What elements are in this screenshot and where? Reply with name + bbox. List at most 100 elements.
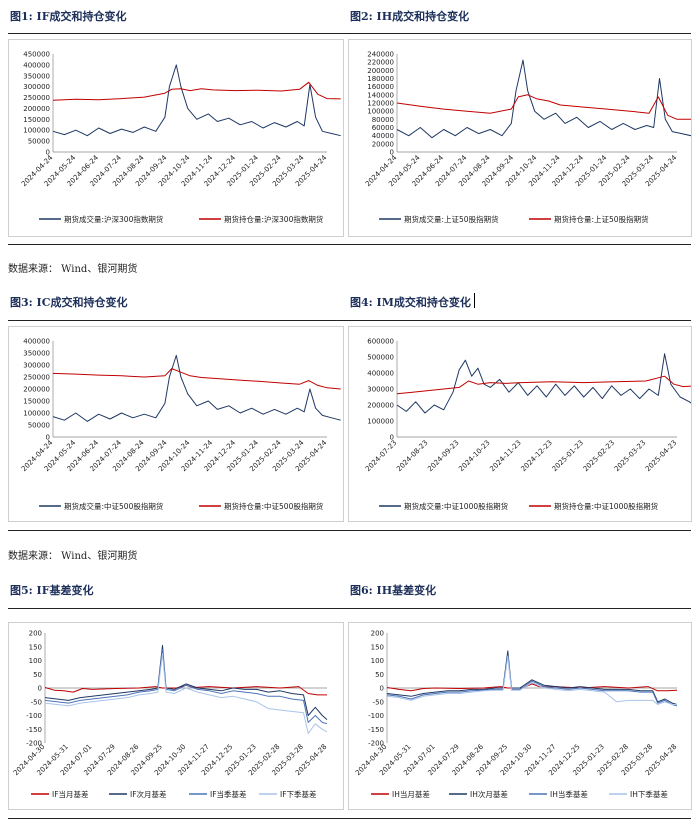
chart-svg-6: -200-150-100-500501001502002024-04-30202… [354,630,678,800]
y-tick-label: 150000 [23,116,50,124]
y-tick-label: 100000 [23,127,50,135]
legend-entry: 期货持仓量:上证50股指期货 [554,214,649,224]
series-line [396,353,691,414]
y-tick-label: 0 [390,434,394,442]
chart-title-6: 图6: IH基差变化 [350,584,437,597]
y-tick-label: 100000 [23,410,50,418]
y-tick-label: 500000 [367,354,394,362]
y-tick-label: 400000 [23,61,50,69]
y-tick-label: -50 [31,698,42,706]
y-tick-label: 350000 [23,72,50,80]
legend-entry: IF下季基差 [280,789,317,799]
x-tick-label: 2025-01-23 [551,439,585,473]
y-tick-label: 180000 [367,75,394,83]
y-tick-label: 0 [380,685,384,693]
series-line [44,644,328,720]
y-tick-label: 50000 [28,138,50,146]
chart-svg-1: 0 50000 100000 150000 200000 250000 300000 3500… [20,51,341,224]
x-tick-label: 2025-03-23 [613,439,647,473]
y-tick-label: 200000 [23,386,50,394]
series-line [44,653,328,734]
y-tick-label: 350000 [23,350,50,358]
y-tick-label: 300000 [23,83,50,91]
y-tick-label: -50 [373,698,384,706]
legend-entry: 期货持仓量:沪深300指数期货 [224,214,324,224]
y-tick-label: 20000 [372,140,394,148]
legend-entry: IH当月基差 [392,789,430,799]
legend-entry: 期货持仓量:中证1000股指期货 [554,501,659,511]
y-tick-label: 120000 [367,100,394,108]
chart-panel-6: -200 -150 -100 -50 0 50 100 150 200 2024-04-30 202… [348,622,692,810]
title-rule-1 [8,33,691,34]
x-tick-label: 2024-08-23 [395,439,429,473]
y-tick-label: 150 [371,643,384,651]
series-line [52,81,341,101]
legend-entry: 期货持仓量:中证500股指期货 [224,501,324,511]
y-tick-label: 200 [371,630,384,638]
x-tick-label: 2024-09-23 [426,439,460,473]
y-tick-label: 250000 [23,374,50,382]
series-line [386,655,677,705]
y-tick-label: 200000 [23,105,50,113]
series-line [396,94,691,120]
y-tick-label: 200000 [367,67,394,75]
y-tick-label: -100 [26,712,42,720]
bottom-rule-1 [8,244,691,245]
legend-entry: 期货成交量:中证1000股指期货 [404,501,509,511]
y-tick-label: 220000 [367,59,394,67]
series-line [52,64,341,137]
x-tick-label: 2024-12-23 [520,439,554,473]
y-tick-label: 600000 [367,338,394,346]
y-tick-label: -200 [26,740,42,748]
bottom-rule-2 [8,530,691,531]
y-tick-label: 50 [33,671,42,679]
legend-entry: 期货成交量:上证50股指期货 [404,214,499,224]
legend-entry: IH当季基差 [550,789,588,799]
chart-title-5: 图5: IF基差变化 [10,584,94,597]
series-line [386,654,678,707]
chart-svg-5: -200-150-100-500501001502002024-04-30202… [12,630,328,800]
chart-panel-3: 0 50000 100000 150000 200000 250000 300000 3500… [8,326,344,522]
y-tick-label: 200000 [367,402,394,410]
chart-title-2: 图2: IH成交和持仓变化 [350,10,470,23]
legend-entry: IH下季基差 [630,789,668,799]
x-tick-label: 2025-02-23 [582,439,616,473]
y-tick-label: -200 [368,740,384,748]
x-tick-label: 2024-07-23 [364,439,398,473]
y-tick-label: 300000 [367,386,394,394]
source-text-1: 数据来源： Wind、银河期货 [8,264,138,275]
y-tick-label: 400000 [23,338,50,346]
series-line [386,650,678,705]
chart-title-3: 图3: IC成交和持仓变化 [10,296,128,309]
y-tick-label: 100 [29,657,42,665]
legend-entry: 期货成交量:中证500股指期货 [64,501,164,511]
legend-entry: IF当月基差 [52,789,89,799]
y-tick-label: 100000 [367,108,394,116]
title-rule-2 [8,320,691,321]
y-tick-label: 200 [29,630,42,638]
x-tick-label: 2024-11-23 [488,439,522,473]
y-tick-label: 140000 [367,91,394,99]
bottom-rule-3 [8,818,691,819]
series-line [44,649,328,725]
y-tick-label: 80000 [372,116,394,124]
y-tick-label: 50 [375,671,384,679]
chart-svg-3: 0 50000 100000 150000 200000 250000 300000 3500… [20,338,341,511]
legend-entry: 期货成交量:沪深300指数期货 [64,214,164,224]
chart-panel-1: 0 50000 100000 150000 200000 250000 300000 3500… [8,39,344,237]
series-line [396,59,691,139]
chart-panel-2: 0 20000 40000 60000 80000 100000 120000 140000 1… [348,39,692,237]
chart-panel-5: -200 -150 -100 -50 0 50 100 150 200 2024-04-30 202… [8,622,344,810]
y-tick-label: 300000 [23,362,50,370]
chart-title-1: 图1: IF成交和持仓变化 [10,10,127,23]
text-cursor [474,293,475,308]
y-tick-label: 40000 [372,132,394,140]
y-tick-label: 450000 [23,51,50,59]
y-tick-label: -150 [26,726,42,734]
chart-panel-4: 0 100000 200000 300000 400000 500000 600000 202… [348,326,692,522]
y-tick-label: 240000 [367,51,394,59]
y-tick-label: 50000 [28,422,50,430]
y-tick-label: 150 [29,643,42,651]
chart-svg-4: 0 100000 200000 300000 400000 500000 600000 202… [364,338,691,511]
legend-entry: IH次月基差 [470,789,508,799]
